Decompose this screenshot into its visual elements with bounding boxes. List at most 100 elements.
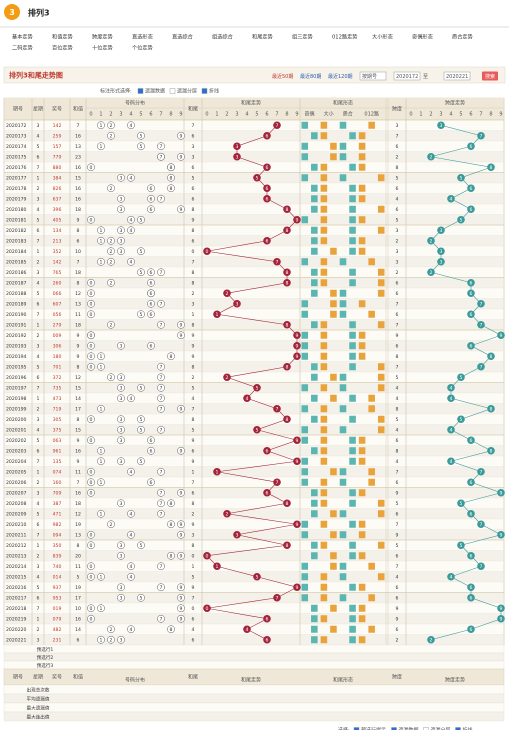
- nav-link[interactable]: 质合走势: [452, 33, 473, 41]
- nav-link[interactable]: 个位走势: [132, 44, 153, 52]
- form-mark: [311, 184, 318, 192]
- week: 6: [37, 301, 40, 307]
- digit-header: 0: [205, 112, 208, 118]
- digit-ball-text: 6: [150, 281, 153, 287]
- period: 2020182: [6, 228, 27, 234]
- span: 8: [396, 354, 399, 360]
- nav-link[interactable]: 百位走势: [52, 44, 73, 52]
- digit-ball-text: 7: [160, 144, 163, 150]
- tail-ball-text: 6: [266, 638, 269, 644]
- span-ball: [467, 142, 475, 151]
- number: 982: [53, 522, 62, 528]
- option-checkbox[interactable]: [201, 88, 208, 94]
- number: 009: [53, 333, 62, 339]
- digit-header: 4: [245, 112, 248, 118]
- nav-link[interactable]: 十位走势: [92, 44, 113, 52]
- sum: 9: [77, 459, 80, 465]
- nav-link[interactable]: 跨度走势: [92, 33, 113, 41]
- tail: 8: [192, 207, 195, 213]
- footer-option-checkbox[interactable]: [353, 727, 360, 730]
- form-mark: [358, 331, 366, 339]
- sum: 9: [77, 438, 80, 444]
- digit-ball-text: 4: [130, 260, 133, 266]
- digit-ball: [107, 121, 115, 130]
- select[interactable]: [359, 71, 387, 81]
- sum: 10: [75, 249, 81, 255]
- nav-link[interactable]: 奇偶形态: [412, 33, 433, 41]
- tail: 7: [192, 595, 195, 601]
- stats-label: 出现总次数: [27, 686, 50, 693]
- digit-ball-text: 7: [160, 501, 163, 507]
- digit-ball-text: 3: [120, 249, 123, 255]
- footer-option-checkbox[interactable]: [455, 727, 461, 730]
- digit-ball-text: 2: [110, 260, 113, 266]
- form-mark: [368, 258, 375, 266]
- tail: 6: [192, 165, 195, 171]
- form-mark: [349, 541, 356, 549]
- nav-link[interactable]: 二码走势: [12, 44, 33, 52]
- digit-header: 9: [499, 112, 502, 118]
- week: 1: [37, 396, 40, 402]
- nav-link[interactable]: 直选形态: [132, 33, 153, 41]
- digit-ball: [177, 331, 185, 340]
- digit-ball-text: 6: [150, 480, 153, 486]
- nav-link[interactable]: 组三走势: [292, 33, 313, 41]
- nav-link[interactable]: 012路走势: [332, 33, 357, 41]
- number: 279: [53, 322, 62, 328]
- option-checkbox[interactable]: [169, 88, 176, 94]
- digit-ball: [157, 373, 165, 382]
- span: 6: [396, 207, 399, 213]
- digit-header: 1: [99, 112, 102, 118]
- span-ball-text: 7: [480, 302, 483, 308]
- form-mark: [368, 405, 375, 413]
- range-link[interactable]: 最近120期: [328, 73, 353, 80]
- form-mark: [377, 384, 385, 392]
- digit-ball-text: 3: [120, 176, 123, 182]
- span-ball: [457, 215, 465, 224]
- nav-link[interactable]: 大小形态: [372, 33, 393, 41]
- nav-link[interactable]: 基本走势: [12, 33, 33, 41]
- period: 2020214: [6, 564, 27, 570]
- digit-ball-text: 0: [90, 575, 93, 581]
- footer-option-checkbox[interactable]: [423, 727, 429, 730]
- digit-header: 5: [459, 112, 462, 118]
- footer-column: 和尾走势: [241, 677, 261, 684]
- form-mark: [301, 121, 309, 129]
- search-button[interactable]: [482, 71, 498, 81]
- sum: 17: [75, 406, 81, 412]
- digit-header: 6: [149, 112, 152, 118]
- digit-ball-text: 6: [150, 207, 153, 213]
- span-ball-text: 6: [470, 512, 473, 518]
- digit-ball: [87, 352, 95, 361]
- range-link[interactable]: 最近50期: [272, 73, 293, 80]
- range-link[interactable]: 最近80期: [300, 73, 321, 80]
- digit-ball-text: 3: [120, 396, 123, 402]
- digit-ball-text: 7: [160, 386, 163, 392]
- span: 6: [396, 585, 399, 591]
- row-bg: [4, 214, 504, 225]
- to-input[interactable]: [443, 71, 471, 81]
- nav-link[interactable]: 组选综合: [212, 33, 234, 41]
- form-mark: [358, 195, 366, 203]
- nav-link[interactable]: 和尾走势: [252, 33, 273, 41]
- digit-ball-text: 0: [90, 417, 93, 423]
- digit-ball: [117, 436, 125, 445]
- nav-link[interactable]: 和值走势: [52, 33, 73, 41]
- digit-ball-text: 0: [90, 533, 93, 539]
- number: 637: [53, 196, 62, 202]
- digit-ball-text: 7: [160, 512, 163, 518]
- span-ball-text: 7: [480, 470, 483, 476]
- tail: 8: [192, 280, 195, 286]
- tail-ball: [293, 457, 301, 466]
- form-mark: [301, 352, 309, 360]
- digit-ball-text: 5: [140, 249, 143, 255]
- option-checkbox[interactable]: [137, 88, 144, 94]
- tail-ball: [213, 467, 221, 476]
- from-input[interactable]: [393, 71, 421, 81]
- number: 157: [53, 144, 62, 150]
- digit-ball-text: 0: [90, 438, 93, 444]
- sum: 14: [75, 396, 81, 402]
- nav-link[interactable]: 直选综合: [172, 33, 194, 41]
- number: 372: [53, 375, 62, 381]
- footer-option-checkbox[interactable]: [391, 727, 397, 730]
